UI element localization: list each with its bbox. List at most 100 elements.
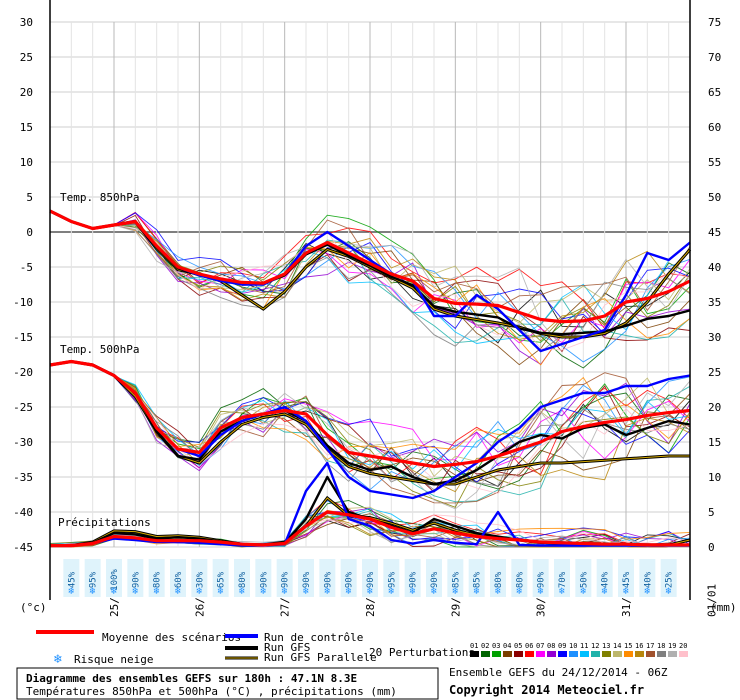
perturbation-id: 17	[646, 642, 654, 650]
perturbation-line	[49, 209, 691, 348]
perturbation-chip	[635, 651, 644, 657]
perturbation-chip	[679, 651, 688, 657]
snow-risk-cell	[148, 559, 165, 597]
footer-subtitle: Températures 850hPa et 500hPa (°C) , pré…	[26, 685, 397, 698]
perturbation-chip	[503, 651, 512, 657]
snow-risk-label: 65%	[217, 571, 227, 588]
perturbation-chip	[514, 651, 523, 657]
right-tick-label: 45	[708, 226, 721, 239]
snowflake-icon: ❄	[132, 586, 139, 597]
snowflake-icon: ❄	[239, 586, 246, 597]
left-tick-label: -15	[13, 331, 33, 344]
left-tick-label: 20	[20, 86, 33, 99]
snowflake-icon: ❄	[303, 586, 310, 597]
right-tick-label: 15	[708, 436, 721, 449]
perturbation-chip	[536, 651, 545, 657]
perturbation-chip	[547, 651, 556, 657]
snow-risk-label: 100%	[110, 569, 120, 591]
perturbation-line	[49, 211, 691, 324]
perturbation-line	[49, 361, 691, 472]
snow-risk-label: 90%	[409, 571, 419, 588]
snow-risk-label: 90%	[259, 571, 269, 588]
snow-risk-cell	[106, 559, 122, 597]
snow-risk-label: 50%	[579, 571, 589, 588]
perturbation-id: 01	[470, 642, 478, 650]
perturbation-id: 04	[503, 642, 511, 650]
snowflake-icon: ❄	[580, 586, 587, 597]
perturbation-id: 19	[668, 642, 676, 650]
panel-label-850: Temp. 850hPa	[60, 191, 139, 204]
snowflake-icon: ❄	[260, 586, 267, 597]
perturbation-chip	[624, 651, 633, 657]
perturbation-line	[49, 210, 691, 366]
legend-gfs-label: Run GFS	[264, 641, 310, 654]
perturbation-chip	[613, 651, 622, 657]
snowflake-icon: ❄	[431, 586, 438, 597]
left-tick-label: -25	[13, 401, 33, 414]
right-tick-label: 40	[708, 261, 721, 274]
snow-risk-cell	[340, 559, 357, 597]
perturbation-id: 08	[547, 642, 555, 650]
right-tick-label: 10	[708, 471, 721, 484]
snow-risk-cell	[532, 559, 549, 597]
snow-risk-cell	[362, 559, 378, 597]
legend-snow-label: Risque neige	[74, 653, 153, 666]
snow-risk-label: 45%	[67, 571, 77, 588]
snow-risk-label: 25%	[665, 571, 675, 588]
snow-risk-cell	[447, 559, 464, 597]
perturbation-line	[49, 210, 691, 366]
snowflake-icon: ❄	[218, 586, 225, 597]
perturbation-id: 07	[536, 642, 544, 650]
perturbation-id: 13	[602, 642, 610, 650]
perturbation-line	[49, 360, 691, 461]
right-tick-label: 55	[708, 156, 721, 169]
perturbation-id: 02	[481, 642, 489, 650]
snow-risk-cell	[212, 559, 229, 597]
perturbation-line	[49, 211, 691, 353]
perturbation-chip	[591, 651, 600, 657]
snow-risk-label: 90%	[366, 571, 376, 588]
snow-risk-label: 80%	[494, 571, 504, 588]
series-line	[49, 209, 691, 324]
perturbation-line	[49, 210, 691, 344]
snowflake-icon: ❄	[175, 586, 182, 597]
snow-risk-label: 80%	[238, 571, 248, 588]
snow-risk-label: 90%	[131, 571, 141, 588]
snowflake-icon: ❄	[666, 586, 673, 597]
snowflake-icon: ❄	[367, 586, 374, 597]
snow-risk-cell	[319, 559, 336, 597]
footer-copyright: Copyright 2014 Meteociel.fr	[449, 683, 644, 697]
left-tick-label: -35	[13, 471, 33, 484]
perturbation-chip	[602, 651, 611, 657]
snow-risk-cell	[63, 559, 80, 597]
snowflake-icon: ❄	[602, 586, 609, 597]
legend-mean-label: Moyenne des scénarios	[102, 631, 241, 644]
snowflake-icon: ❄	[154, 586, 161, 597]
snow-risk-label: 85%	[451, 571, 461, 588]
left-tick-label: -20	[13, 366, 33, 379]
snowflake-icon: ❄	[53, 652, 62, 667]
right-tick-label: 75	[708, 16, 721, 29]
left-tick-label: -45	[13, 541, 33, 554]
series-line	[50, 510, 690, 548]
snow-risk-label: 90%	[323, 571, 333, 588]
snow-risk-label: 90%	[345, 571, 355, 588]
right-tick-label: 60	[708, 121, 721, 134]
right-tick-label: 50	[708, 191, 721, 204]
snowflake-icon: ❄	[282, 586, 289, 597]
snow-risk-cell	[554, 559, 570, 597]
perturbation-chip	[668, 651, 677, 657]
left-tick-label: -40	[13, 506, 33, 519]
snow-risk-label: 90%	[537, 571, 547, 588]
snow-risk-cell	[255, 559, 272, 597]
perturbation-id: 05	[514, 642, 522, 650]
right-tick-label: 25	[708, 366, 721, 379]
snow-risk-cell	[468, 559, 485, 597]
series-line	[49, 359, 691, 469]
snow-risk-cell	[276, 559, 293, 597]
snow-risk-cell	[127, 559, 144, 597]
snowflake-icon: ❄	[388, 586, 395, 597]
perturbation-id: 11	[580, 642, 588, 650]
right-tick-label: 65	[708, 86, 721, 99]
